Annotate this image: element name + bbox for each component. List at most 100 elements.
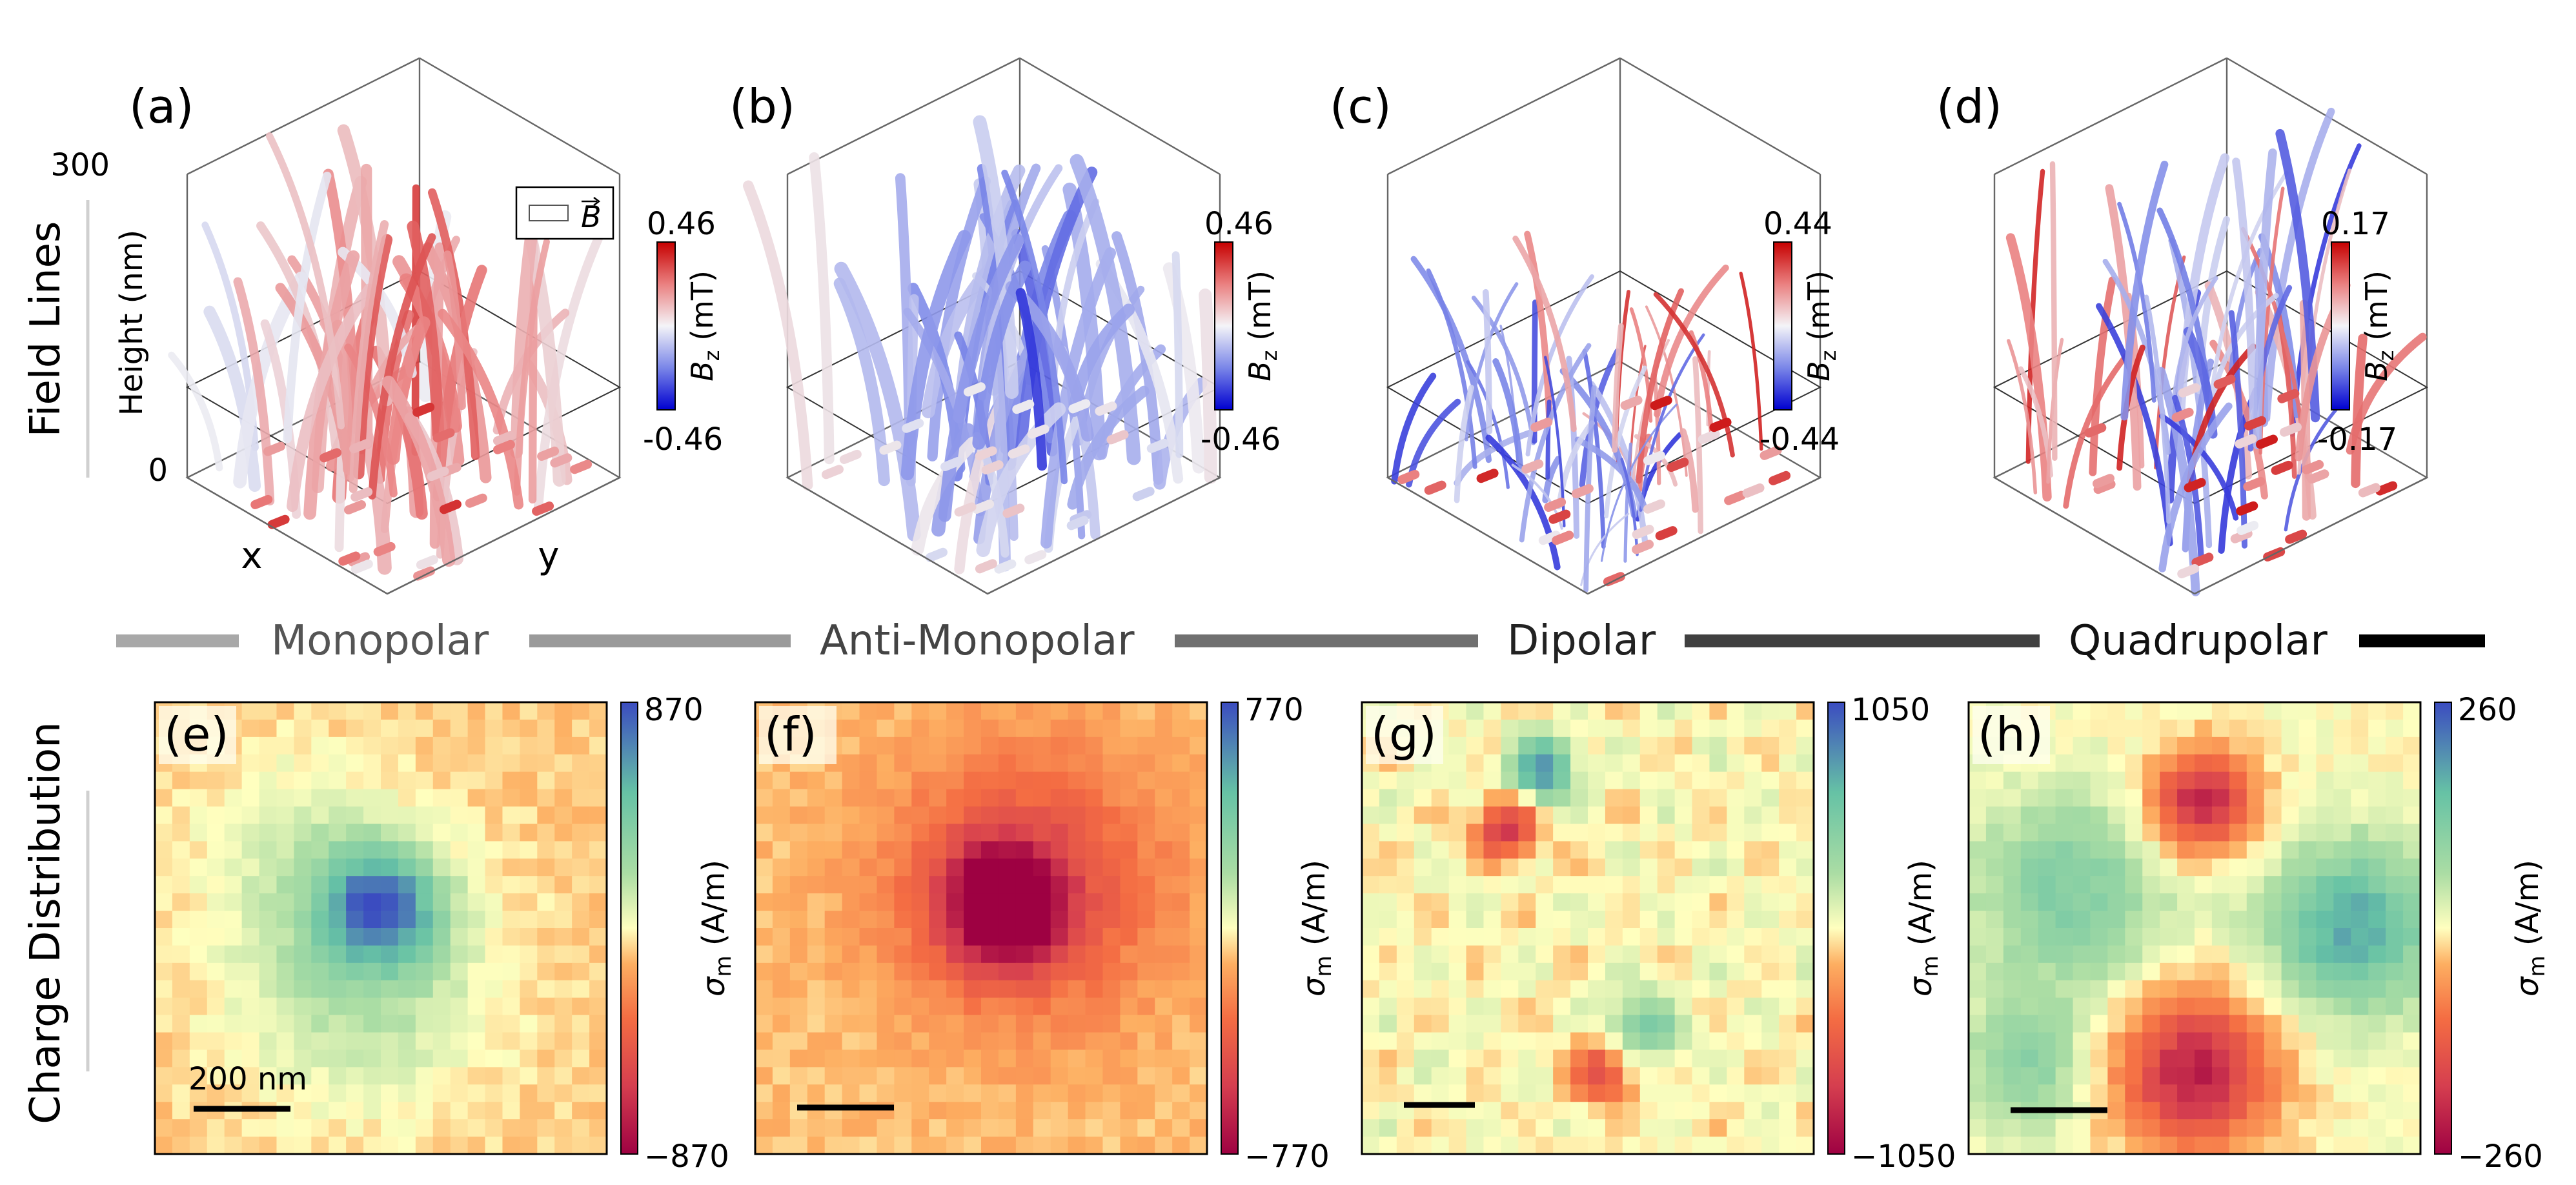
field-line-stub [1424, 480, 1446, 495]
field-line-stub [2084, 423, 2107, 438]
field-line-stub [925, 547, 948, 562]
colorbar-min: −260 [2458, 1139, 2543, 1175]
field-line-stub [250, 494, 273, 509]
field-line-stub [267, 514, 290, 529]
category-label-anti-monopolar: Anti-Monopolar [820, 617, 1135, 665]
field-line [1482, 289, 1493, 434]
field-line [2117, 201, 2156, 403]
field-lines [2005, 107, 2427, 596]
field-line [1001, 169, 1068, 485]
z-axis-max: 300 [50, 147, 110, 183]
field-line [168, 351, 223, 472]
row-label-bottom: Charge Distribution [22, 722, 70, 1124]
field-line [1454, 428, 1537, 487]
legend-vector-label: B [581, 199, 602, 234]
field-line-stub [1643, 451, 1665, 465]
field-line [1070, 154, 1141, 465]
panel-label: (e) [164, 707, 228, 762]
field-line-stub [2093, 480, 2116, 494]
field-line-stub [2243, 476, 2266, 491]
field-line [938, 234, 1024, 522]
field-line-stub [1544, 498, 1567, 512]
field-line-stub [2184, 478, 2206, 492]
field-line [2158, 402, 2233, 572]
field-line-stub [570, 460, 593, 474]
field-line-stub [994, 559, 1017, 574]
field-line-stub [1620, 396, 1643, 410]
field-line [2171, 276, 2218, 403]
colorbar-min: -0.46 [1201, 421, 1281, 458]
field-line-stub [537, 446, 560, 461]
field-line [387, 316, 431, 465]
field-line-stub [1132, 487, 1155, 501]
field-line-stub [2277, 389, 2300, 403]
field-line-stub [2235, 434, 2257, 449]
field-line [1454, 385, 1475, 503]
field-line-stub [954, 502, 977, 517]
field-line [1620, 458, 1639, 556]
field-line [972, 260, 1031, 450]
colorbar-min: -0.17 [2317, 421, 2397, 458]
field-line-stub [2307, 469, 2329, 484]
field-line-stub [1027, 424, 1050, 439]
field-line-stub [465, 493, 487, 508]
field-line [834, 261, 921, 542]
field-line-stub [821, 465, 844, 480]
charge-distribution-row: (e) 200 nm 870 −870 σm (A/m) (f) 770 −770 σm (A/… [154, 692, 2550, 1175]
field-line [1068, 303, 1135, 417]
field-line-stub [427, 467, 449, 481]
field-line-stub [902, 418, 924, 433]
colorbar-label: σm (A/m) [1903, 860, 1943, 997]
field-line-stub [1571, 484, 1594, 499]
field-line [2096, 303, 2173, 547]
field-line-stub [2375, 481, 2398, 496]
charge-panel-h: (h) 260 −260 σm (A/m) [1967, 692, 2550, 1175]
field-line [1639, 333, 1705, 512]
colorbar-min: -0.46 [643, 421, 723, 458]
field-line-stub [2236, 520, 2259, 535]
colorbar-max: 0.46 [647, 206, 716, 242]
field-line-stub [1548, 509, 1571, 524]
field-line-stub [2244, 416, 2267, 430]
panel-label: (b) [729, 79, 795, 134]
field-line-stub [972, 499, 995, 514]
colorbar-min: −770 [1244, 1139, 1330, 1175]
field-line-stub [1698, 429, 1720, 444]
field-line [368, 233, 436, 500]
colorbar-min: −1050 [1851, 1139, 1956, 1175]
charge-panel-f: (f) 770 −770 σm (A/m) [754, 692, 1337, 1175]
field-line [438, 309, 524, 510]
charge-map [1969, 702, 2421, 1155]
field-line [2144, 294, 2171, 524]
field-line [1692, 356, 1703, 534]
field-line [1015, 288, 1047, 471]
field-line-stub [1760, 445, 1782, 460]
field-line-stub [1095, 401, 1117, 416]
field-line [927, 176, 991, 461]
field-line-stub [1650, 396, 1672, 410]
field-line [1067, 385, 1150, 510]
scale-bar-label: 200 nm [188, 1061, 307, 1097]
field-line-stub [1709, 418, 1732, 432]
colorbar-max: 0.46 [1204, 206, 1273, 242]
field-line-stub [550, 453, 573, 468]
field-line-stub [1643, 499, 1665, 514]
field-line [1654, 264, 1729, 418]
field-line [809, 152, 835, 465]
row-label-field-lines: Field Lines [22, 200, 90, 478]
colorbar-label: Bz (mT) [1242, 270, 1282, 381]
field-line [2253, 148, 2277, 450]
field-panel-d: (d) 0.17 -0.17 Bz (mT) [1936, 57, 2429, 596]
panel-label: (f) [764, 707, 817, 762]
field-line [203, 305, 261, 492]
field-line [1410, 256, 1492, 463]
field-line-stub [1002, 503, 1025, 518]
field-line [2168, 237, 2213, 549]
field-line [2227, 248, 2263, 381]
field-line [1582, 349, 1606, 549]
field-line-stub [412, 402, 435, 417]
colorbar-label: σm (A/m) [2510, 860, 2550, 997]
field-line [1512, 236, 1577, 432]
